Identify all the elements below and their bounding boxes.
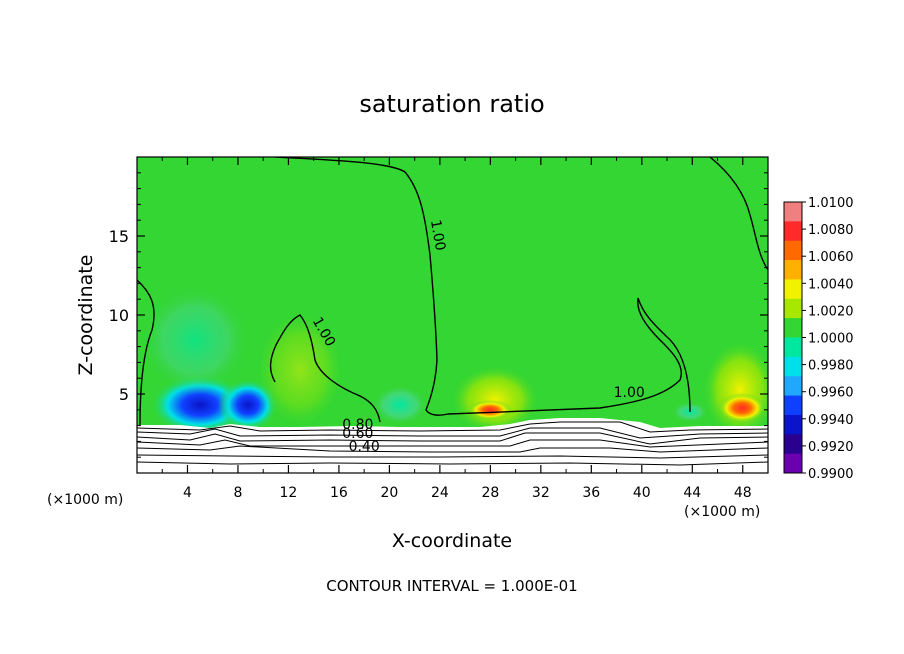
y-tick-label: 15 (109, 227, 129, 246)
contour-lines (137, 157, 768, 426)
surface-contour-4 (137, 439, 768, 448)
contour-label: 0.40 (349, 439, 380, 455)
colorbar-swatch (784, 395, 802, 416)
x-tick-label: 32 (532, 485, 550, 501)
colorbar-label: 0.9980 (808, 359, 854, 374)
colorbar-label: 1.0100 (808, 196, 854, 211)
chart-title: saturation ratio (359, 90, 544, 118)
surface-contours (137, 421, 768, 466)
colorbar-label: 0.9960 (808, 386, 854, 401)
anomaly-yellow-3 (702, 340, 768, 440)
contour-line-100-top (274, 157, 449, 416)
x-tick-label: 24 (431, 485, 449, 501)
colorbar-swatch (784, 376, 802, 397)
contour-label: 0.60 (342, 426, 373, 442)
plot-field (137, 157, 768, 473)
anomaly-cyan-2 (372, 385, 428, 425)
x-tick-label: 36 (582, 485, 600, 501)
x-unit-right: (×1000 m) (684, 504, 760, 520)
contour-label: 1.00 (427, 219, 448, 252)
contour-line-100-far (709, 157, 768, 271)
colorbar-label: 1.0000 (808, 332, 854, 347)
colorbar-swatch (784, 414, 802, 435)
y-tick-label: 5 (119, 385, 129, 404)
x-tick-label: 40 (633, 485, 651, 501)
colorbar-swatch (784, 240, 802, 261)
colorbar-swatch (784, 202, 802, 222)
colorbar-label: 0.9900 (808, 467, 854, 482)
colorbar-swatch (784, 298, 802, 319)
anomaly-red-2 (718, 393, 766, 423)
anomaly-yellow-1 (255, 310, 345, 430)
x-tick-label: 12 (280, 485, 298, 501)
colorbar-label: 1.0020 (808, 304, 854, 319)
colorbar-swatch (784, 356, 802, 377)
y-tick-label: 10 (109, 306, 129, 325)
colorbar-swatch (784, 279, 802, 300)
colorbar-swatch (784, 318, 802, 338)
contour-label: 0.80 (342, 417, 373, 433)
colorbar-label: 1.0060 (808, 250, 854, 265)
colorbar-label: 0.9940 (808, 413, 854, 428)
colorbar-swatch (784, 453, 802, 474)
colorbar-label: 1.0080 (808, 223, 854, 238)
contour-line-100-mid (269, 314, 381, 423)
x-tick-label: 16 (330, 485, 348, 501)
y-axis: 5 10 15 (109, 172, 768, 458)
x-tick-label: 4 (183, 485, 192, 501)
x-tick-label: 28 (481, 485, 499, 501)
y-axis-label: Z-coordinate (75, 255, 97, 376)
colorbar-label: 0.9920 (808, 440, 854, 455)
colorbar: 1.0100 1.0080 1.0060 1.0040 1.0020 1.0000 0.99… (783, 196, 854, 482)
colorbar-swatch (784, 434, 802, 455)
surface-contour-3 (137, 432, 768, 445)
surface-contour-2 (137, 427, 768, 439)
contour-line-100-right (447, 297, 691, 415)
contour-line-100-left (137, 279, 155, 426)
colorbar-swatch (784, 337, 802, 358)
colorbar-label: 1.0040 (808, 277, 854, 292)
x-unit-left: (×1000 m) (47, 492, 123, 508)
surface-contour-6 (137, 454, 768, 459)
x-axis: 4 8 12 16 20 24 28 32 36 40 44 48 (161, 157, 752, 501)
x-tick-label: 8 (233, 485, 242, 501)
contour-label: 1.00 (614, 385, 645, 401)
x-tick-label: 44 (683, 485, 701, 501)
x-axis-label: X-coordinate (392, 530, 512, 552)
colorbar-swatch (784, 260, 802, 280)
surface-contour-7 (137, 461, 768, 466)
x-tick-label: 20 (380, 485, 398, 501)
anomaly-yellow-2 (450, 365, 540, 435)
anomaly-cyan-1 (140, 285, 250, 395)
colorbar-swatch (784, 221, 802, 242)
anomaly-red-1 (468, 400, 512, 420)
surface-contour-5 (137, 445, 768, 453)
x-tick-label: 48 (734, 485, 752, 501)
contour-interval-note: CONTOUR INTERVAL = 1.000E-01 (326, 577, 577, 595)
surface-contour-1 (137, 421, 768, 433)
